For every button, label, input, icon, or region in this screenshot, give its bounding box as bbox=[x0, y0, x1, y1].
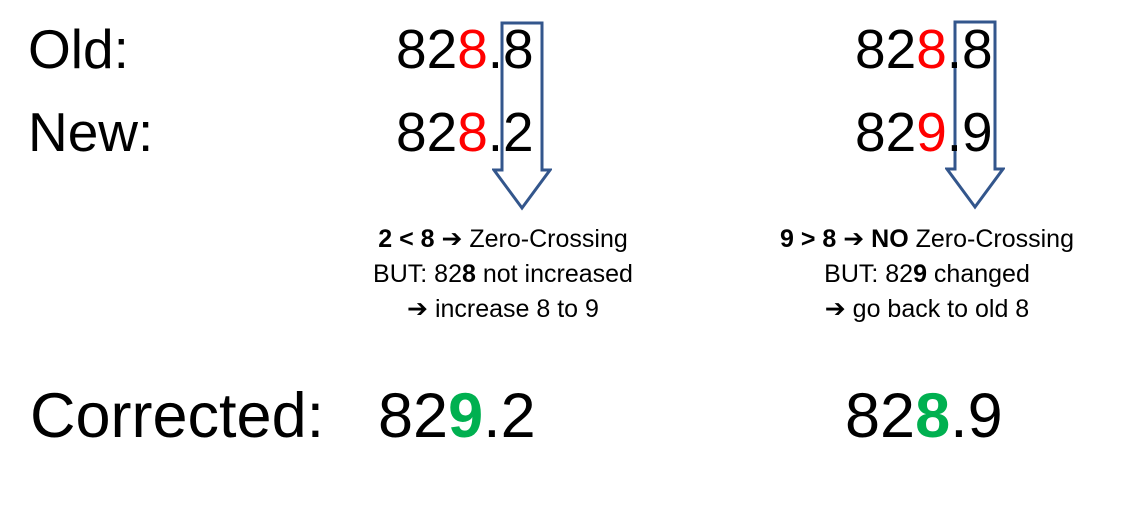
note-right-line1-condition: 9 > 8 ➔ NO bbox=[780, 225, 909, 253]
new-value-right: 829.9 bbox=[855, 105, 993, 160]
note-left-line2: BUT: 828 not increased bbox=[323, 257, 683, 292]
old-value-left-highlight-digit: 8 bbox=[457, 18, 488, 80]
corrected-value-left-suffix: .2 bbox=[483, 381, 536, 451]
note-left-line3-arrow: ➔ bbox=[407, 295, 428, 323]
note-right-line3-action: go back to old 8 bbox=[845, 295, 1030, 323]
corrected-row-label: Corrected: bbox=[30, 381, 325, 451]
new-value-left-prefix: 82 bbox=[396, 101, 458, 163]
old-value-left: 828.8 bbox=[396, 22, 534, 77]
explanation-note-left: 2 < 8 ➔ Zero-Crossing BUT: 828 not incre… bbox=[323, 222, 683, 327]
corrected-value-right-suffix: .9 bbox=[950, 381, 1003, 451]
note-left-line1: 2 < 8 ➔ Zero-Crossing bbox=[323, 222, 683, 257]
new-value-right-highlight-digit: 9 bbox=[916, 101, 947, 163]
note-right-line2-suffix: changed bbox=[926, 260, 1030, 288]
note-right-line2-highlight: 9 bbox=[913, 260, 927, 288]
note-left-line3: ➔ increase 8 to 9 bbox=[323, 292, 683, 327]
old-value-right-prefix: 82 bbox=[855, 18, 917, 80]
corrected-value-left-highlight-digit: 9 bbox=[448, 381, 484, 451]
old-value-right-suffix: .8 bbox=[946, 18, 993, 80]
new-value-right-suffix: .9 bbox=[946, 101, 993, 163]
note-left-line2-highlight: 8 bbox=[461, 260, 476, 288]
corrected-value-right-highlight-digit: 8 bbox=[915, 381, 951, 451]
corrected-value-right: 828.9 bbox=[845, 385, 1003, 448]
old-row-label: Old: bbox=[28, 18, 129, 80]
note-right-line3: ➔ go back to old 8 bbox=[747, 292, 1107, 327]
note-right-line2: BUT: 829 changed bbox=[747, 257, 1107, 292]
note-right-line3-arrow: ➔ bbox=[824, 295, 846, 323]
down-arrow-icon-left bbox=[492, 21, 552, 211]
note-right-line2-prefix: BUT: 82 bbox=[824, 260, 914, 288]
new-value-right-prefix: 82 bbox=[855, 101, 917, 163]
note-left-line1-result: Zero-Crossing bbox=[462, 225, 628, 253]
new-value-left-suffix: .2 bbox=[487, 101, 534, 163]
note-right-line1-result: Zero-Crossing bbox=[908, 225, 1074, 253]
new-row-label: New: bbox=[28, 101, 154, 163]
old-value-right-highlight-digit: 8 bbox=[916, 18, 947, 80]
down-arrow-icon-right bbox=[945, 20, 1005, 210]
new-value-left-highlight-digit: 8 bbox=[457, 101, 488, 163]
note-left-line2-suffix: not increased bbox=[475, 260, 633, 288]
note-left-line1-condition: 2 < 8 ➔ bbox=[378, 225, 463, 253]
new-value-left: 828.2 bbox=[396, 105, 534, 160]
corrected-value-left-prefix: 82 bbox=[378, 381, 449, 451]
note-left-line2-prefix: BUT: 82 bbox=[373, 260, 462, 288]
explanation-note-right: 9 > 8 ➔ NO Zero-Crossing BUT: 829 change… bbox=[747, 222, 1107, 327]
note-left-line3-action: increase 8 to 9 bbox=[428, 295, 599, 323]
old-value-right: 828.8 bbox=[855, 22, 993, 77]
corrected-value-right-prefix: 82 bbox=[845, 381, 916, 451]
note-right-line1: 9 > 8 ➔ NO Zero-Crossing bbox=[747, 222, 1107, 257]
old-value-left-suffix: .8 bbox=[487, 18, 534, 80]
corrected-value-left: 829.2 bbox=[378, 385, 536, 448]
old-value-left-prefix: 82 bbox=[396, 18, 458, 80]
